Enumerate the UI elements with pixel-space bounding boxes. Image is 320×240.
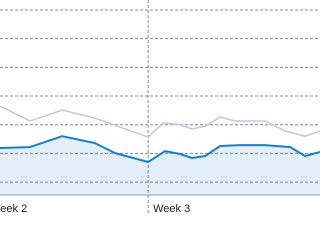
- x-tick-label: Week 2: [0, 203, 27, 214]
- area: [0, 136, 320, 195]
- x-tick-label: Week 3: [153, 203, 190, 214]
- chart: Week 2 Week 3: [0, 0, 320, 214]
- line: [0, 105, 320, 138]
- line: [0, 135, 320, 163]
